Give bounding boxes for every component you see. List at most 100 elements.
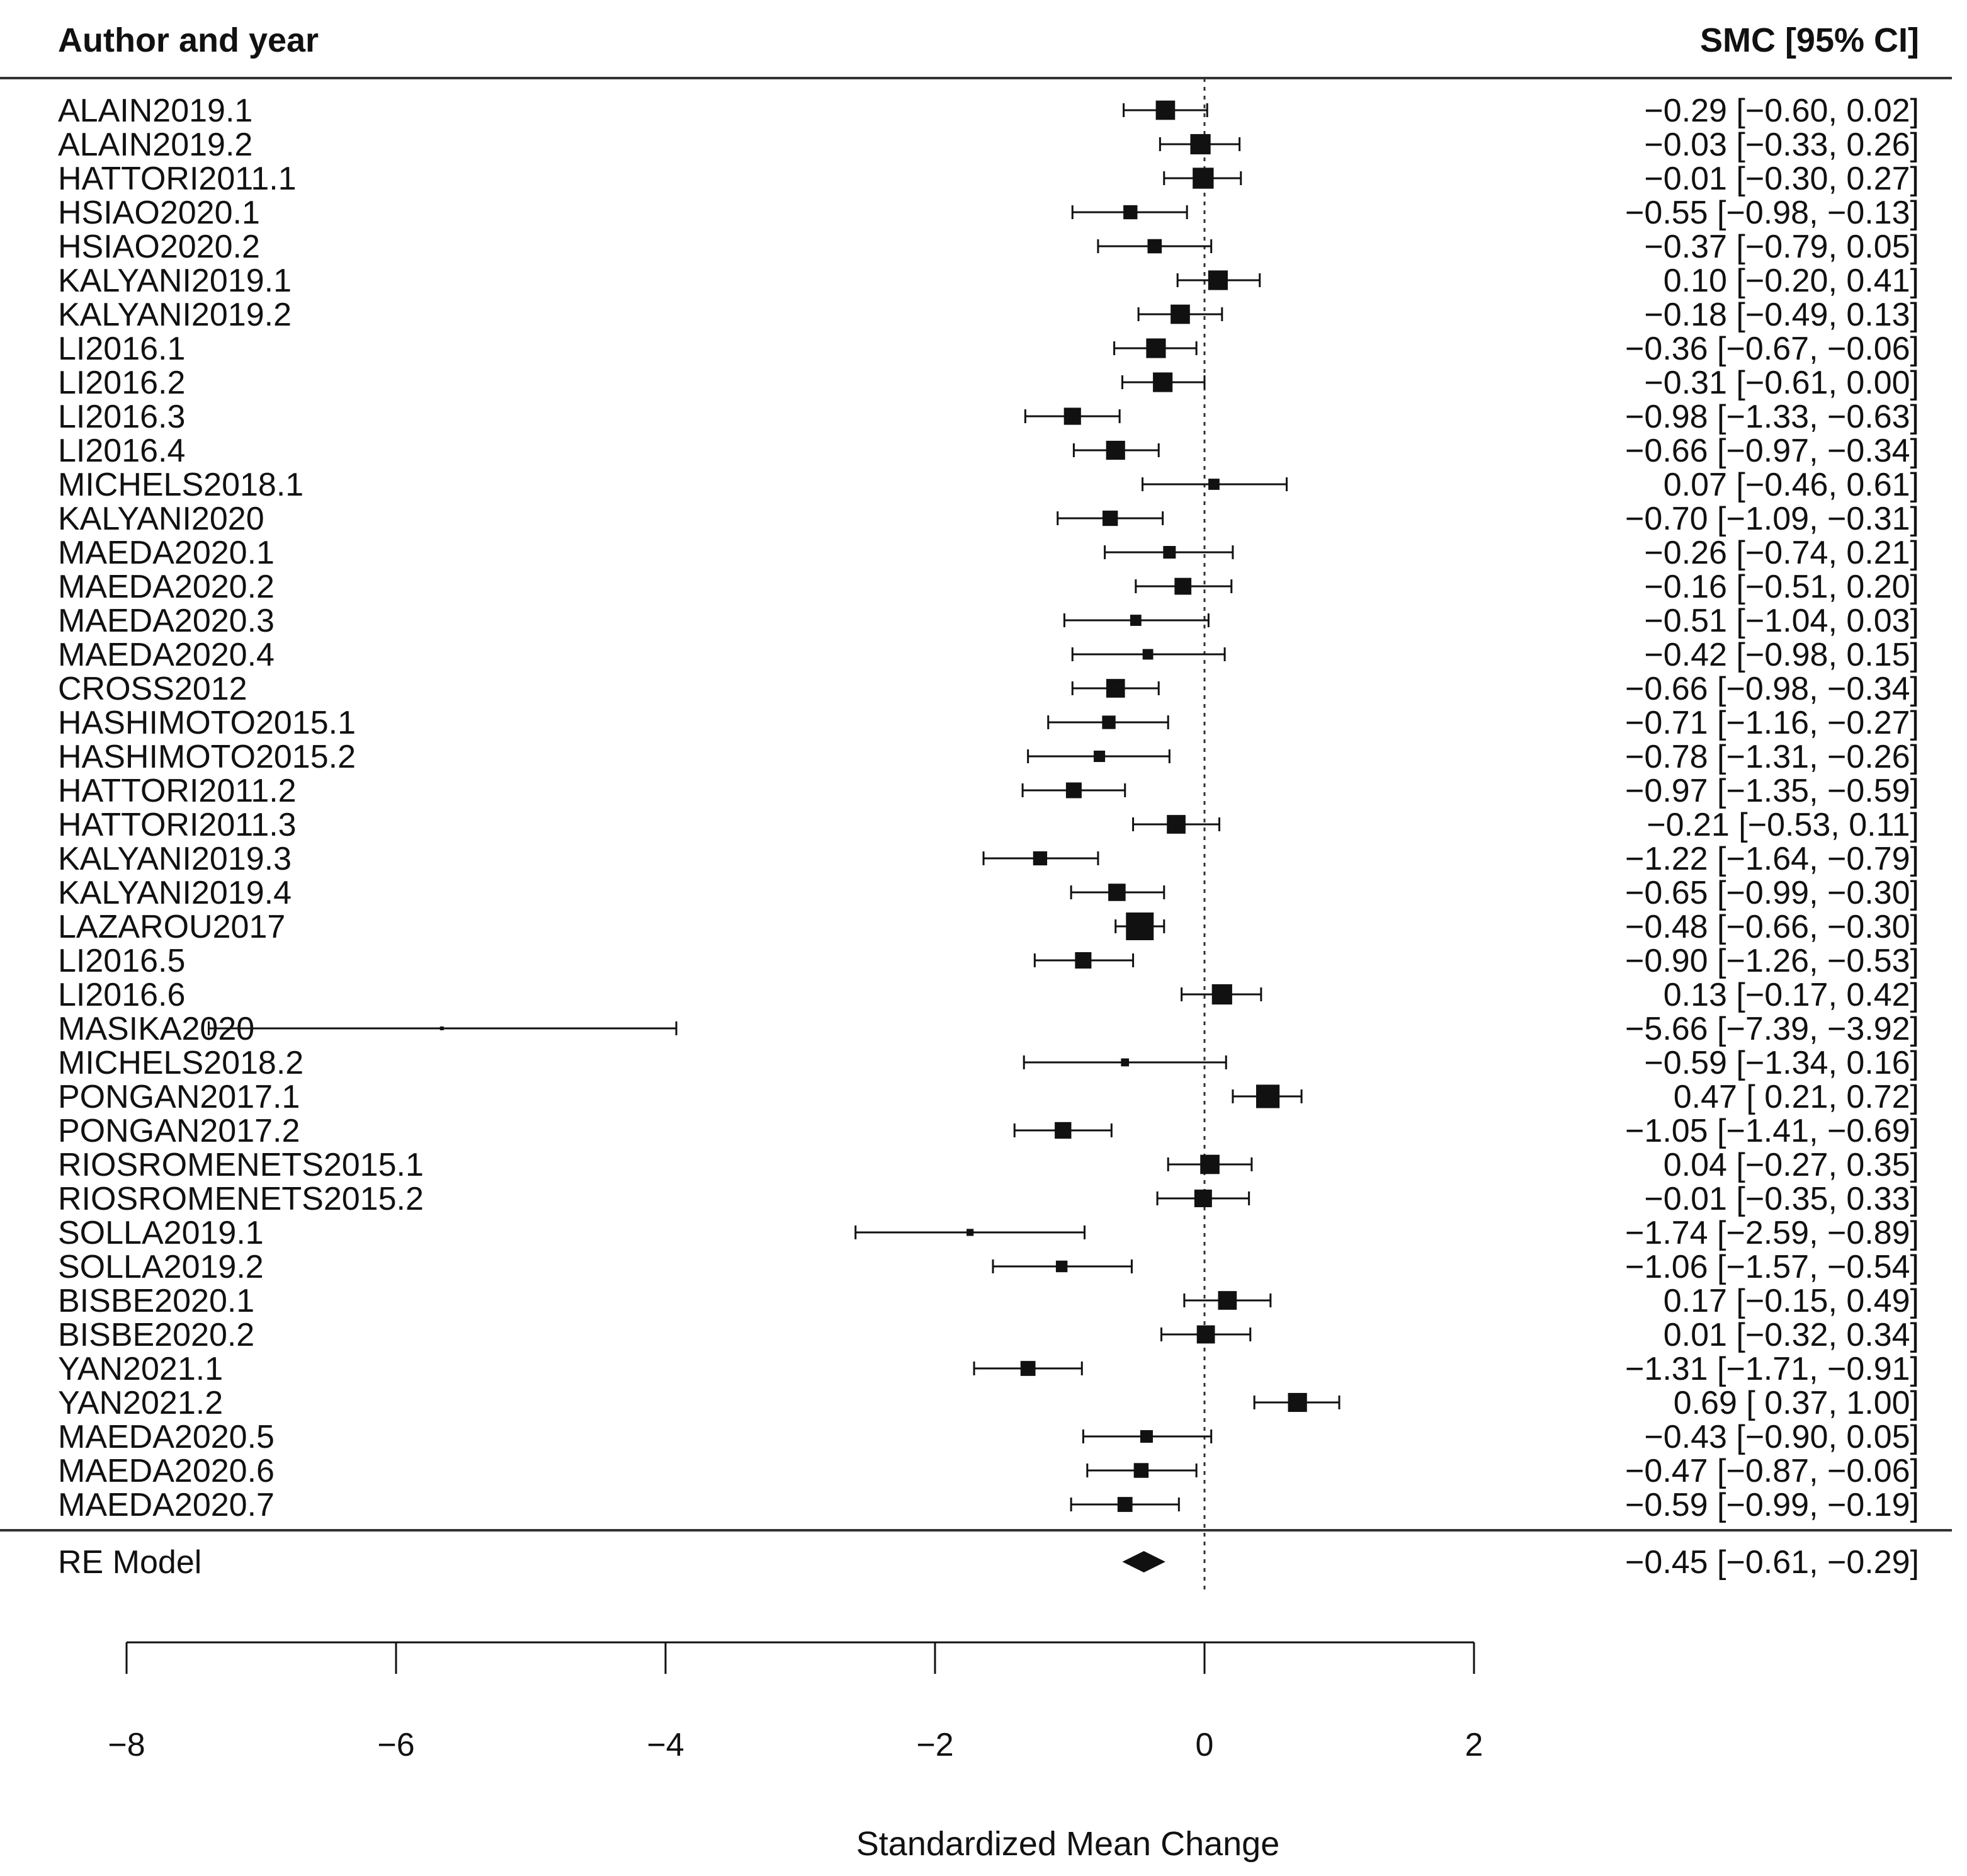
study-estimate-ci: −0.59 [−0.99, −0.19] xyxy=(1625,1487,1919,1523)
point-estimate xyxy=(1108,884,1126,901)
study-estimate-ci: −1.74 [−2.59, −0.89] xyxy=(1625,1215,1919,1251)
study-estimate-ci: −0.65 [−0.99, −0.30] xyxy=(1625,875,1919,911)
study-label: LI2016.6 xyxy=(58,977,185,1013)
study-estimate-ci: −0.18 [−0.49, 0.13] xyxy=(1644,297,1919,333)
study-row: HSIAO2020.1 −0.55 [−0.98, −0.13] xyxy=(58,195,1919,231)
x-tick-label: −6 xyxy=(377,1727,414,1763)
study-label: HASHIMOTO2015.2 xyxy=(58,739,356,775)
study-label: LI2016.2 xyxy=(58,365,185,401)
study-label: LI2016.1 xyxy=(58,331,185,367)
study-label: LI2016.3 xyxy=(58,399,185,435)
study-row: PONGAN2017.1 0.47 [ 0.21, 0.72] xyxy=(58,1079,1919,1115)
study-estimate-ci: −5.66 [−7.39, −3.92] xyxy=(1625,1011,1919,1047)
study-label: HSIAO2020.2 xyxy=(58,229,260,265)
point-estimate xyxy=(1196,1325,1215,1344)
point-estimate xyxy=(1167,815,1186,834)
point-estimate xyxy=(1094,750,1106,763)
point-estimate xyxy=(1256,1084,1280,1108)
study-label: ALAIN2019.1 xyxy=(58,93,252,129)
point-estimate xyxy=(1155,100,1176,120)
study-row: MAEDA2020.5 −0.43 [−0.90, 0.05] xyxy=(58,1419,1919,1455)
point-estimate xyxy=(1102,715,1116,729)
study-label: BISBE2020.2 xyxy=(58,1317,254,1353)
study-estimate-ci: −0.55 [−0.98, −0.13] xyxy=(1625,195,1919,231)
point-estimate xyxy=(1200,1154,1220,1174)
study-row: CROSS2012 −0.66 [−0.98, −0.34] xyxy=(58,671,1919,707)
point-estimate xyxy=(1065,782,1082,799)
study-row: MAEDA2020.3 −0.51 [−1.04, 0.03] xyxy=(58,603,1919,639)
study-row: PONGAN2017.2 −1.05 [−1.41, −0.69] xyxy=(58,1113,1919,1149)
point-estimate xyxy=(1133,1463,1149,1478)
study-row: HATTORI2011.1 −0.01 [−0.30, 0.27] xyxy=(58,161,1919,197)
point-estimate xyxy=(1106,440,1125,460)
study-estimate-ci: −1.22 [−1.64, −0.79] xyxy=(1625,841,1919,877)
study-estimate-ci: −0.21 [−0.53, 0.11] xyxy=(1647,807,1919,843)
study-row: MASIKA2020 −5.66 [−7.39, −3.92] xyxy=(58,1011,1919,1047)
study-row: HASHIMOTO2015.2 −0.78 [−1.31, −0.26] xyxy=(58,739,1919,775)
header-smc-ci: SMC [95% CI] xyxy=(1700,21,1919,59)
study-estimate-ci: −0.66 [−0.98, −0.34] xyxy=(1625,671,1919,707)
study-rows: ALAIN2019.1 −0.29 [−0.60, 0.02]ALAIN2019.… xyxy=(58,93,1919,1523)
study-label: MAEDA2020.7 xyxy=(58,1487,275,1523)
study-row: LI2016.4 −0.66 [−0.97, −0.34] xyxy=(58,433,1919,469)
study-label: HATTORI2011.1 xyxy=(58,161,297,197)
study-estimate-ci: 0.07 [−0.46, 0.61] xyxy=(1664,467,1919,503)
point-estimate xyxy=(1288,1392,1307,1413)
point-estimate xyxy=(1123,205,1138,220)
point-estimate xyxy=(1193,168,1214,189)
study-estimate-ci: 0.10 [−0.20, 0.41] xyxy=(1664,263,1919,299)
study-row: MICHELS2018.2 −0.59 [−1.34, 0.16] xyxy=(58,1045,1919,1081)
study-row: KALYANI2019.2 −0.18 [−0.49, 0.13] xyxy=(58,297,1919,333)
x-tick-label: −8 xyxy=(108,1727,145,1763)
study-label: PONGAN2017.1 xyxy=(58,1079,300,1115)
study-row: HATTORI2011.3 −0.21 [−0.53, 0.11] xyxy=(58,807,1919,843)
study-estimate-ci: −0.16 [−0.51, 0.20] xyxy=(1644,569,1919,605)
study-row: KALYANI2019.1 0.10 [−0.20, 0.41] xyxy=(58,263,1919,299)
point-estimate xyxy=(1171,304,1190,324)
study-estimate-ci: −0.51 [−1.04, 0.03] xyxy=(1644,603,1919,639)
study-row: SOLLA2019.1 −1.74 [−2.59, −0.89] xyxy=(58,1215,1919,1251)
study-label: HSIAO2020.1 xyxy=(58,195,260,231)
study-label: HATTORI2011.2 xyxy=(58,773,297,809)
study-estimate-ci: −0.01 [−0.30, 0.27] xyxy=(1644,161,1919,197)
point-estimate xyxy=(1142,649,1154,660)
study-row: KALYANI2019.4 −0.65 [−0.99, −0.30] xyxy=(58,875,1919,911)
point-estimate xyxy=(1211,984,1232,1005)
study-estimate-ci: −0.31 [−0.61, 0.00] xyxy=(1644,365,1919,401)
study-row: RIOSROMENETS2015.1 0.04 [−0.27, 0.35] xyxy=(58,1147,1919,1183)
study-label: CROSS2012 xyxy=(58,671,247,707)
point-estimate xyxy=(1130,615,1142,626)
study-row: ALAIN2019.1 −0.29 [−0.60, 0.02] xyxy=(58,93,1919,129)
study-row: MAEDA2020.2 −0.16 [−0.51, 0.20] xyxy=(58,569,1919,605)
point-estimate xyxy=(1208,270,1228,290)
x-axis: −8 −6 −4 −2 0 2 xyxy=(108,1641,1483,1763)
header-author-year: Author and year xyxy=(58,21,319,59)
point-estimate xyxy=(1075,952,1092,969)
point-estimate xyxy=(1121,1058,1130,1067)
study-row: LI2016.1 −0.36 [−0.67, −0.06] xyxy=(58,331,1919,367)
study-label: MICHELS2018.2 xyxy=(58,1045,303,1081)
study-label: LI2016.4 xyxy=(58,433,185,469)
study-label: MAEDA2020.3 xyxy=(58,603,275,639)
study-row: RIOSROMENETS2015.2 −0.01 [−0.35, 0.33] xyxy=(58,1181,1919,1217)
study-estimate-ci: −0.43 [−0.90, 0.05] xyxy=(1644,1419,1919,1455)
summary-diamond xyxy=(1122,1551,1165,1572)
study-label: YAN2021.1 xyxy=(58,1351,223,1387)
point-estimate xyxy=(1033,851,1048,866)
study-estimate-ci: −0.98 [−1.33, −0.63] xyxy=(1625,399,1919,435)
study-row: MICHELS2018.1 0.07 [−0.46, 0.61] xyxy=(58,467,1919,503)
study-row: KALYANI2019.3 −1.22 [−1.64, −0.79] xyxy=(58,841,1919,877)
point-estimate xyxy=(1190,134,1211,155)
study-estimate-ci: −1.06 [−1.57, −0.54] xyxy=(1625,1249,1919,1285)
study-estimate-ci: −0.01 [−0.35, 0.33] xyxy=(1644,1181,1919,1217)
study-estimate-ci: −0.66 [−0.97, −0.34] xyxy=(1625,433,1919,469)
study-label: KALYANI2020 xyxy=(58,501,264,537)
study-estimate-ci: −0.37 [−0.79, 0.05] xyxy=(1644,229,1919,265)
study-row: LI2016.2 −0.31 [−0.61, 0.00] xyxy=(58,365,1919,401)
point-estimate xyxy=(1055,1122,1072,1139)
study-estimate-ci: −1.31 [−1.71, −0.91] xyxy=(1625,1351,1919,1387)
point-estimate xyxy=(1147,239,1162,254)
study-label: LAZAROU2017 xyxy=(58,909,285,945)
study-row: MAEDA2020.6 −0.47 [−0.87, −0.06] xyxy=(58,1453,1919,1489)
